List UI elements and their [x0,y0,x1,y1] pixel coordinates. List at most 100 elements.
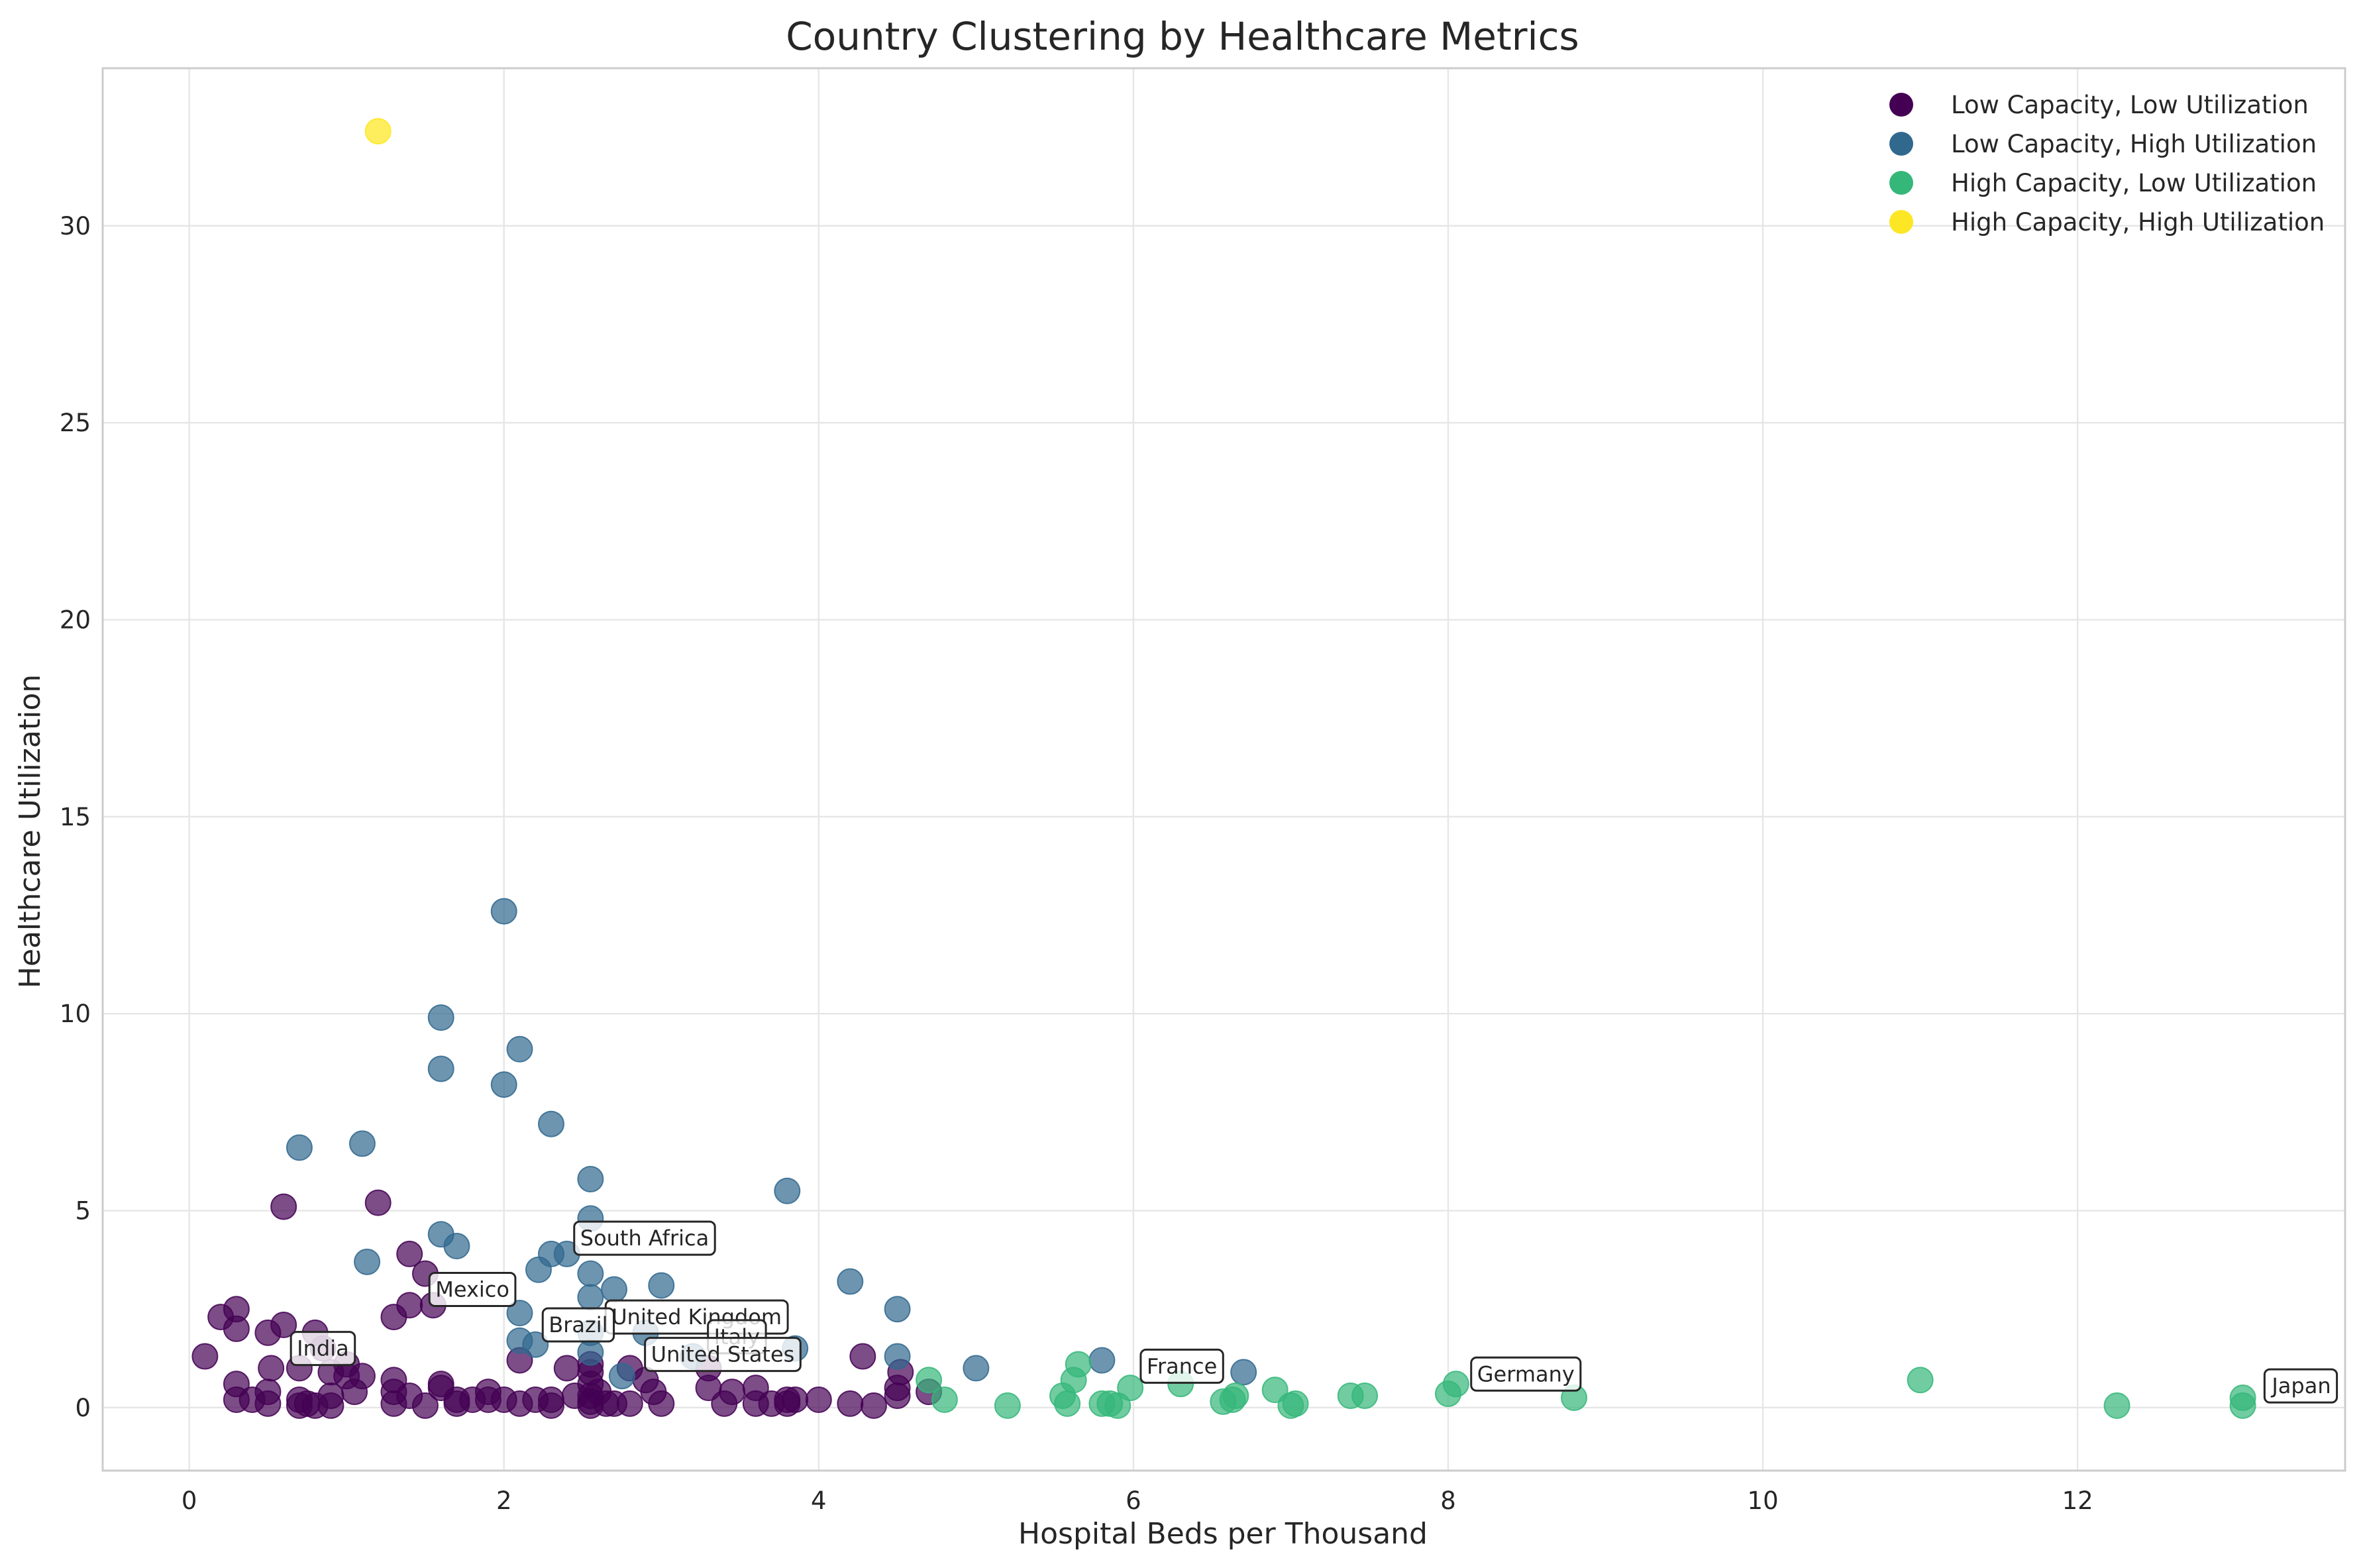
data-point [1230,1359,1257,1386]
data-point [506,1300,533,1327]
data-point [286,1134,313,1161]
data-point [616,1390,643,1417]
data-point [270,1193,297,1220]
data-point [522,1331,549,1358]
data-point [223,1315,250,1342]
data-point [884,1343,911,1370]
data-point [963,1355,990,1382]
data-point [916,1367,943,1394]
y-tick-label: 10 [60,1000,91,1028]
data-point [608,1363,635,1390]
annotation-label: Germany [1470,1356,1582,1392]
annotation-label: United States [644,1337,802,1373]
legend-marker [1889,93,1913,117]
data-point [1065,1351,1092,1378]
annotation-text: Brazil [549,1312,607,1337]
data-point [774,1177,801,1204]
annotation-box [428,1271,517,1307]
x-axis-label: Hospital Beds per Thousand [1018,1517,1428,1551]
data-point [364,1189,392,1216]
annotation-text: South Africa [580,1226,709,1251]
data-point [396,1240,423,1267]
legend-entry: High Capacity, Low Utilization [1889,169,2317,197]
x-tick-label: 6 [1126,1487,1141,1515]
legend-entry: Low Capacity, Low Utilization [1889,91,2309,119]
data-point [805,1386,832,1413]
annotation-label: South Africa [573,1220,716,1256]
legend-entry: High Capacity, High Utilization [1889,208,2325,236]
data-point [601,1276,628,1303]
x-tick-label: 4 [811,1487,827,1515]
data-point [1351,1383,1379,1410]
legend: Low Capacity, Low Utilization Low Capacit… [1889,91,2325,236]
data-point [396,1292,423,1319]
tick-labels: 0 2 4 6 8 10 12 0 5 10 15 20 25 30 [60,212,2093,1515]
data-point [2103,1392,2130,1419]
annotation-text: France [1147,1353,1217,1379]
x-tick-label: 10 [1748,1487,1779,1515]
data-point [538,1386,564,1413]
annotation-text: Japan [2270,1373,2331,1398]
data-point [577,1165,604,1192]
data-point [931,1386,958,1413]
y-tick-label: 5 [75,1197,91,1226]
x-tick-label: 12 [2062,1487,2093,1515]
annotation-box [2263,1368,2339,1404]
legend-marker [1889,210,1913,234]
data-point [354,1248,381,1275]
data-point [577,1339,604,1366]
data-point [254,1379,282,1406]
data-point [490,1071,517,1098]
y-tick-label: 30 [60,212,91,240]
annotation-label: Mexico [428,1271,517,1307]
data-point [490,898,517,925]
data-point [258,1355,285,1382]
annotation-label: France [1139,1348,1224,1384]
data-points [191,118,2256,1419]
data-point [1907,1367,1934,1394]
data-point [849,1343,876,1370]
annotation-box [573,1220,716,1256]
data-point [577,1284,604,1311]
annotation-box [289,1331,356,1367]
annotation-label: Japan [2263,1368,2339,1404]
data-point [348,1130,376,1157]
plot-frame [101,67,2346,1472]
x-tick-label: 2 [496,1487,512,1515]
data-point [1222,1383,1249,1410]
data-point [1117,1375,1144,1402]
legend-marker [1889,171,1913,195]
y-tick-label: 25 [60,409,91,437]
data-point [411,1392,439,1419]
data-point [364,118,392,145]
data-point [380,1367,407,1394]
data-point [191,1343,219,1370]
data-point [837,1390,864,1417]
x-tick-label: 8 [1440,1487,1456,1515]
data-point [1088,1347,1116,1374]
data-point [1261,1377,1288,1404]
data-point [427,1055,454,1082]
legend-marker [1889,132,1913,156]
y-tick-label: 0 [75,1394,91,1422]
x-tick-label: 0 [182,1487,197,1515]
data-point [270,1311,297,1338]
annotation-box [541,1307,615,1343]
data-point [648,1390,675,1417]
chart-title: Country Clustering by Healthcare Metrics [786,14,1579,59]
data-point [719,1379,746,1406]
annotation-text: India [297,1336,349,1361]
y-tick-label: 20 [60,606,91,635]
legend-label: Low Capacity, High Utilization [1951,130,2317,158]
annotation-box [1139,1348,1224,1384]
y-tick-label: 15 [60,803,91,831]
data-point [782,1386,809,1413]
annotation-box [644,1337,802,1373]
data-point [1442,1371,1469,1398]
data-point [2229,1384,2256,1411]
data-point [553,1355,580,1382]
data-point [884,1296,911,1323]
data-point [742,1375,769,1402]
